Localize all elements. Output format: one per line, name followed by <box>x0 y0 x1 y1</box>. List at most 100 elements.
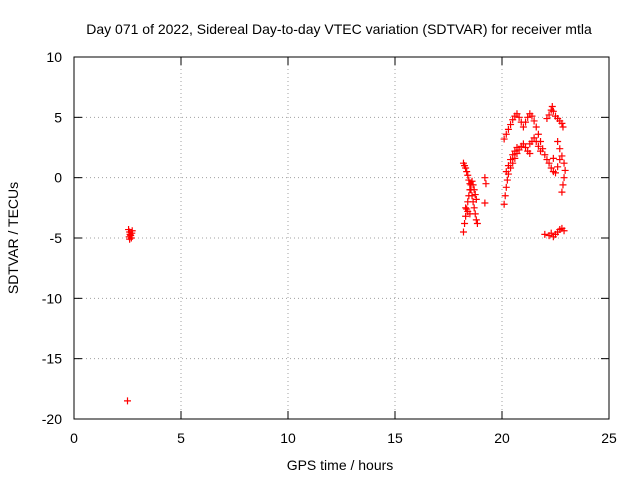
y-tick-label: 10 <box>46 49 62 65</box>
data-point <box>481 174 489 182</box>
data-point <box>552 169 559 177</box>
data-point <box>543 156 551 164</box>
data-point <box>549 154 557 162</box>
data-point <box>469 198 477 206</box>
data-point <box>500 135 508 143</box>
data-point <box>559 181 567 189</box>
data-point <box>534 142 542 150</box>
data-point <box>522 144 530 151</box>
x-tick-label: 20 <box>494 430 510 446</box>
data-point <box>556 156 564 164</box>
data-point <box>465 176 473 184</box>
data-point <box>545 111 553 119</box>
data-point <box>556 145 564 153</box>
data-point <box>532 137 540 145</box>
data-point <box>500 200 508 208</box>
data-point <box>549 107 557 115</box>
data-point <box>511 147 519 155</box>
data-point <box>504 125 512 133</box>
data-point <box>502 130 510 138</box>
data-point <box>468 192 476 200</box>
data-point <box>560 227 568 235</box>
data-point <box>554 137 562 145</box>
data-point <box>507 121 515 129</box>
data-point <box>461 220 469 228</box>
x-tick-label: 15 <box>387 430 403 446</box>
data-point <box>513 144 521 151</box>
data-point <box>502 183 510 191</box>
data-point <box>541 230 549 238</box>
data-point <box>528 112 536 120</box>
data-point <box>515 113 523 121</box>
data-point <box>534 130 542 138</box>
data-point <box>467 186 475 194</box>
data-point <box>513 110 521 118</box>
x-tick-label: 0 <box>70 430 78 446</box>
data-point <box>462 164 470 172</box>
data-point <box>559 123 567 131</box>
data-points <box>124 102 569 405</box>
data-point <box>469 181 477 189</box>
data-point <box>128 227 136 235</box>
y-tick-label: -15 <box>42 351 62 367</box>
y-tick-label: -10 <box>42 290 62 306</box>
x-tick-label: 25 <box>601 430 617 446</box>
data-point <box>519 140 527 148</box>
y-tick-label: -5 <box>50 230 63 246</box>
data-point <box>558 188 566 196</box>
y-tick-label: -20 <box>42 411 62 427</box>
x-axis: 0 5 10 15 20 25 <box>70 57 617 446</box>
plot-frame <box>73 56 610 420</box>
data-point <box>524 113 532 121</box>
y-tick-label: 0 <box>54 170 62 186</box>
data-point <box>462 204 470 212</box>
data-point <box>471 191 479 199</box>
data-point <box>561 166 569 174</box>
data-point <box>462 212 470 220</box>
x-tick-label: 5 <box>177 430 185 446</box>
data-point <box>501 192 509 200</box>
data-point <box>560 174 568 182</box>
data-point <box>519 123 527 131</box>
data-point <box>459 228 467 236</box>
x-tick-label: 10 <box>280 430 296 446</box>
data-point <box>545 159 553 167</box>
x-axis-label: GPS time / hours <box>287 457 394 473</box>
data-point <box>530 134 538 142</box>
data-point <box>509 151 517 159</box>
data-point <box>537 147 545 155</box>
data-point <box>560 159 568 167</box>
data-point <box>470 204 478 212</box>
data-point <box>464 171 472 179</box>
data-point <box>126 235 134 243</box>
y-axis-label: SDTVAR / TECUs <box>5 182 21 294</box>
data-point <box>502 168 510 176</box>
data-point <box>554 163 562 171</box>
data-point <box>472 216 480 224</box>
data-point <box>548 102 556 110</box>
data-point <box>507 156 515 164</box>
data-point <box>547 164 555 172</box>
data-point <box>547 229 555 237</box>
chart-title: Day 071 of 2022, Sidereal Day-to-day VTE… <box>86 21 592 37</box>
data-point <box>532 123 540 131</box>
data-point <box>530 117 538 125</box>
data-point <box>124 397 131 405</box>
data-point <box>473 220 481 228</box>
data-point <box>482 180 490 188</box>
data-point <box>541 151 549 159</box>
data-point <box>511 154 519 162</box>
data-point <box>522 118 530 126</box>
grid <box>74 57 609 419</box>
data-point <box>466 210 474 218</box>
data-point <box>509 116 517 124</box>
data-point <box>466 180 474 188</box>
data-point <box>543 115 551 123</box>
data-point <box>526 150 534 158</box>
data-point <box>481 199 489 207</box>
data-point <box>558 119 566 127</box>
data-point <box>503 176 511 184</box>
data-point <box>558 152 566 160</box>
